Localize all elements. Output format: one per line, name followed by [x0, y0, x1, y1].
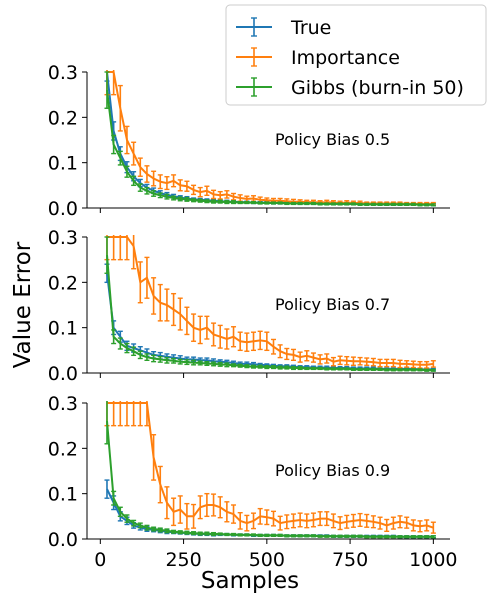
panel-series: [104, 235, 436, 372]
panel-annotation: Policy Bias 0.7: [275, 295, 390, 314]
x-axis-title: Samples: [201, 568, 299, 594]
chart-panels: 0.0 0.1 0.2 0.3 Policy Bias 0.5 0.0 0.1 0.2 0.3 P…: [48, 62, 458, 571]
legend-box: [225, 4, 487, 106]
x-tick-label: 500: [249, 549, 285, 571]
y-tick-label: 0.1: [48, 484, 78, 506]
x-tick-label: 250: [165, 549, 201, 571]
y-tick-label: 0.0: [48, 529, 78, 551]
y-tick-label: 0.1: [48, 153, 78, 175]
y-tick-label: 0.3: [48, 62, 78, 84]
y-tick-label: 0.3: [48, 393, 78, 415]
panel-annotation: Policy Bias 0.9: [275, 461, 390, 480]
y-axis-title: Value Error: [10, 241, 36, 368]
y-tick-label: 0.2: [48, 438, 78, 460]
series-gibbs-burn-in-50: [104, 71, 436, 207]
series-line: [106, 421, 434, 538]
series-importance: [104, 401, 436, 534]
y-tick-label: 0.0: [48, 363, 78, 385]
chart-legend: True Importance Gibbs (burn-in 50): [225, 4, 487, 106]
y-tick-label: 0.0: [48, 198, 78, 220]
y-tick-label: 0.2: [48, 272, 78, 294]
y-tick-label: 0.1: [48, 318, 78, 340]
legend-entry: Importance: [236, 47, 400, 69]
series-gibbs-burn-in-50: [104, 401, 436, 539]
legend-label: True: [290, 17, 331, 39]
series-line: [107, 236, 434, 366]
series-gibbs-burn-in-50: [104, 236, 436, 372]
x-tick-label: 0: [94, 549, 106, 571]
y-tick-label: 0.3: [48, 227, 78, 249]
legend-entry: True: [236, 17, 331, 39]
series-line: [107, 402, 434, 529]
x-tick-label: 1000: [409, 549, 457, 571]
legend-label: Gibbs (burn-in 50): [291, 77, 464, 99]
panel-3: 0.0 0.1 0.2 0.3 0 250 500 750 1000 Policy Bias 0.…: [48, 393, 458, 571]
legend-entry: Gibbs (burn-in 50): [236, 77, 464, 99]
panel-annotation: Policy Bias 0.5: [275, 130, 390, 149]
panel-series: [104, 70, 436, 207]
series-importance: [104, 235, 436, 369]
y-tick-label: 0.2: [48, 107, 78, 129]
series-line: [106, 89, 434, 206]
panel-2: 0.0 0.1 0.2 0.3 Policy Bias 0.7: [48, 227, 450, 385]
panel-series: [104, 401, 436, 539]
panel-1: 0.0 0.1 0.2 0.3 Policy Bias 0.5: [48, 62, 450, 220]
x-tick-label: 750: [332, 549, 368, 571]
series-line: [106, 255, 434, 372]
legend-label: Importance: [291, 47, 400, 69]
